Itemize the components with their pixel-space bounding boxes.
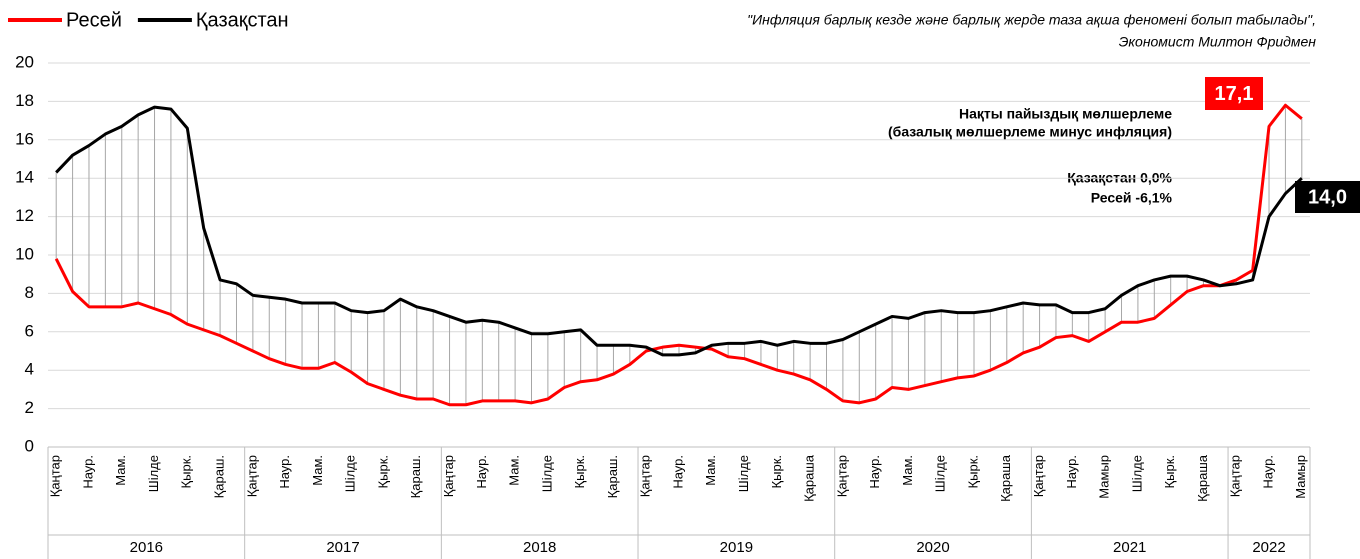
x-tick-label: Қаңтар <box>638 455 653 497</box>
x-tick-label: Наур. <box>867 455 882 489</box>
x-tick-label: Қаңтар <box>834 455 849 497</box>
x-tick-label: Мам. <box>507 455 522 486</box>
year-label: 2020 <box>916 539 949 556</box>
annotation: (базалық мөлшерлеме минус инфляция) <box>888 124 1172 140</box>
x-tick-label: Шілде <box>539 455 554 492</box>
year-label: 2022 <box>1252 539 1285 556</box>
x-tick-label: Қараша <box>1195 454 1210 502</box>
x-tick-label: Наур. <box>277 455 292 489</box>
x-tick-label: Наур. <box>80 455 95 489</box>
year-label: 2018 <box>523 539 556 556</box>
x-tick-label: Қырк. <box>769 455 784 488</box>
x-tick-label: Қараша <box>802 454 817 502</box>
quote: "Инфляция барлық кезде және барлық жерде… <box>747 12 1316 28</box>
x-tick-label: Шілде <box>736 455 751 492</box>
x-tick-label: Қырк. <box>572 455 587 488</box>
x-tick-label: Қырк. <box>965 455 980 488</box>
annotation: Нақты пайыздық мөлшерлеме <box>959 106 1172 122</box>
x-tick-label: Қаңтар <box>441 455 456 497</box>
series-line <box>55 105 1303 357</box>
y-tick-label: 20 <box>15 52 34 71</box>
x-tick-label: Қаңтар <box>244 455 259 497</box>
year-label: 2019 <box>720 539 753 556</box>
x-tick-label: Наур. <box>1064 455 1079 489</box>
x-tick-label: Қараш. <box>212 455 227 498</box>
legend-label: Қазақстан <box>196 9 289 31</box>
x-tick-label: Мамыр <box>1293 455 1308 499</box>
y-tick-label: 6 <box>25 321 34 340</box>
x-tick-label: Мам. <box>113 455 128 486</box>
x-tick-label: Мам. <box>703 455 718 486</box>
data-label-box <box>1205 77 1263 110</box>
y-tick-label: 10 <box>15 244 34 263</box>
legend-label: Ресей <box>66 9 122 31</box>
x-tick-label: Мамыр <box>1097 455 1112 499</box>
x-tick-label: Қырк. <box>179 455 194 488</box>
quote: Экономист Милтон Фридмен <box>1119 34 1317 50</box>
data-label: 14,0 <box>1308 186 1347 208</box>
series-line <box>54 103 1303 407</box>
x-tick-label: Шілде <box>933 455 948 492</box>
y-tick-label: 8 <box>25 283 34 302</box>
y-tick-label: 0 <box>25 436 34 455</box>
y-tick-label: 2 <box>25 398 34 417</box>
x-tick-label: Қаңтар <box>1228 455 1243 497</box>
x-tick-label: Қараша <box>998 454 1013 502</box>
x-tick-label: Қараш. <box>408 455 423 498</box>
y-tick-label: 16 <box>15 129 34 148</box>
x-tick-label: Наур. <box>670 455 685 489</box>
x-tick-label: Қырк. <box>1162 455 1177 488</box>
y-tick-label: 4 <box>25 360 34 379</box>
year-label: 2017 <box>326 539 359 556</box>
y-tick-label: 14 <box>15 168 34 187</box>
x-tick-label: Наур. <box>474 455 489 489</box>
annotation: Ресей -6,1% <box>1091 190 1173 206</box>
x-tick-label: Қырк. <box>375 455 390 488</box>
y-tick-label: 12 <box>15 206 34 225</box>
x-tick-label: Наур. <box>1260 455 1275 489</box>
x-tick-label: Мам. <box>310 455 325 486</box>
data-label: 17,1 <box>1215 83 1254 105</box>
x-tick-label: Шілде <box>343 455 358 492</box>
x-tick-label: Қаңтар <box>1031 455 1046 497</box>
data-label-box <box>1295 181 1360 213</box>
x-tick-label: Қаңтар <box>48 455 63 497</box>
x-tick-label: Мам. <box>900 455 915 486</box>
x-tick-label: Қараш. <box>605 455 620 498</box>
year-label: 2021 <box>1113 539 1146 556</box>
x-tick-label: Шілде <box>146 455 161 492</box>
year-label: 2016 <box>130 539 163 556</box>
y-tick-label: 18 <box>15 91 34 110</box>
x-tick-label: Шілде <box>1129 455 1144 492</box>
